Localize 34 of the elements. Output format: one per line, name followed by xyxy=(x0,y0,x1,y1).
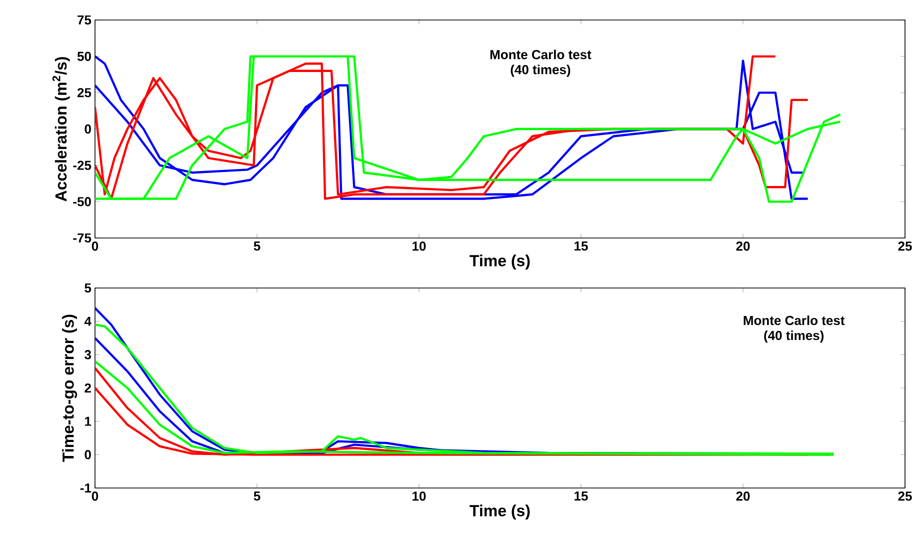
y-tick-label: 4 xyxy=(84,316,92,326)
annotation: Monte Carlo test xyxy=(490,50,592,60)
y-tick-label: 1 xyxy=(85,416,92,426)
y-axis-title: Time-to-go error (s) xyxy=(62,314,78,462)
x-tick-label: 10 xyxy=(412,242,426,251)
y-tick-label: -25 xyxy=(73,160,92,170)
y-tick-label: 0 xyxy=(84,450,91,460)
y-tick-label: -1 xyxy=(80,484,92,492)
y-tick-label: -75 xyxy=(73,233,92,243)
x-tick-label: 0 xyxy=(92,242,98,251)
y-tick-label: 3 xyxy=(84,350,91,360)
x-tick-label: 0 xyxy=(92,492,98,501)
y-tick-label: 5 xyxy=(84,283,92,293)
annotation: Monte Carlo test xyxy=(744,316,845,326)
y-tick-label: 50 xyxy=(77,52,91,61)
y-tick-label: -50 xyxy=(73,197,91,206)
x-tick-label: 20 xyxy=(736,242,750,251)
x-tick-label: 20 xyxy=(736,492,750,501)
x-axis-title: Time (s) xyxy=(470,504,530,520)
y-tick-label: 25 xyxy=(77,88,92,98)
annotation: (40 times) xyxy=(510,64,570,77)
y-tick-label: 0 xyxy=(84,124,91,134)
x-tick-label: 5 xyxy=(254,492,260,501)
x-tick-label: 25 xyxy=(898,242,912,251)
x-tick-label: 10 xyxy=(412,492,426,501)
annotation: (40 times) xyxy=(764,330,824,343)
x-tick-label: 5 xyxy=(254,242,260,251)
y-tick-label: 2 xyxy=(84,383,91,393)
x-axis-title: Time (s) xyxy=(470,254,530,270)
y-axis-title: Acceleration (m$^{2}$/s) xyxy=(52,57,70,202)
x-tick-label: 25 xyxy=(898,492,912,501)
x-tick-label: 15 xyxy=(574,242,588,251)
x-tick-label: 15 xyxy=(574,492,588,501)
y-tick-label: 75 xyxy=(78,15,92,25)
